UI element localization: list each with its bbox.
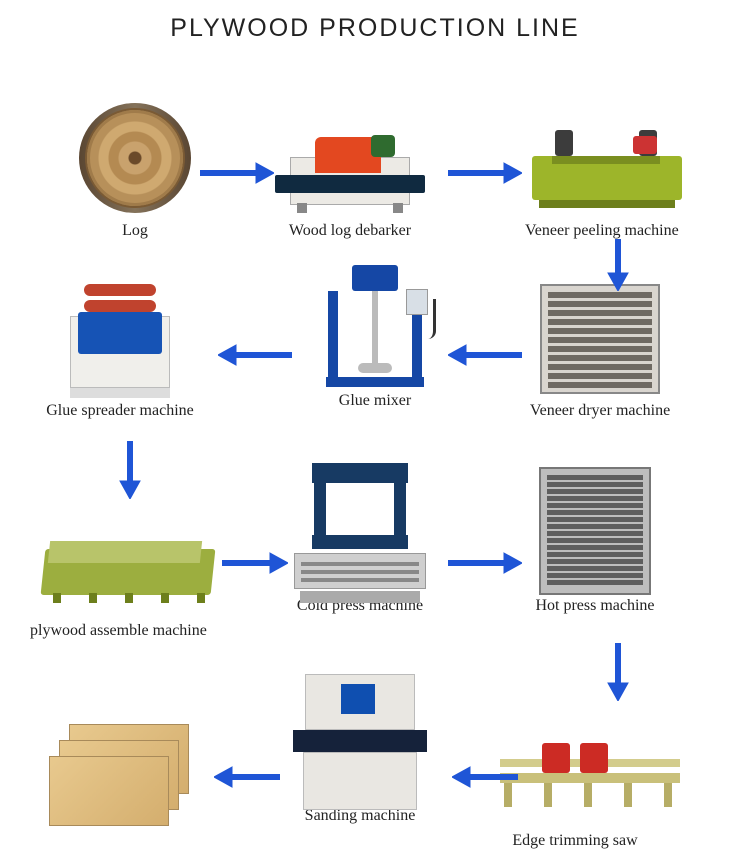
node-trim: Edge trimming saw [500, 708, 650, 850]
node-mixer: Glue mixer [300, 268, 450, 410]
trim-icon [500, 708, 650, 828]
node-hotpress: Hot press machine [520, 473, 670, 615]
assemble-icon [43, 498, 193, 618]
diagram-title: PLYWOOD PRODUCTION LINE [0, 0, 750, 43]
node-log: Log [60, 98, 210, 240]
trim-label: Edge trimming saw [512, 832, 637, 850]
node-coldpress: Cold press machine [285, 473, 435, 615]
node-sanding: Sanding machine [285, 683, 435, 825]
debarker-label: Wood log debarker [289, 222, 411, 240]
node-debarker: Wood log debarker [275, 98, 425, 240]
log-icon [60, 98, 210, 218]
assemble-label: plywood assemble machine [30, 622, 207, 640]
node-peel: Veneer peeling machine [525, 98, 679, 240]
log-label: Log [122, 222, 148, 240]
debarker-icon [275, 98, 425, 218]
hotpress-icon [520, 473, 670, 593]
peel-icon [527, 98, 677, 218]
mixer-label: Glue mixer [339, 392, 411, 410]
coldpress-icon [285, 473, 435, 593]
dryer-label: Veneer dryer machine [530, 402, 670, 420]
dryer-icon [525, 278, 675, 398]
node-dryer: Veneer dryer machine [525, 278, 675, 420]
sanding-icon [285, 683, 435, 803]
plywood-icon [45, 713, 195, 833]
spreader-label: Glue spreader machine [46, 402, 193, 420]
mixer-icon [300, 268, 450, 388]
peel-label: Veneer peeling machine [525, 222, 679, 240]
flow-canvas: Log Wood log debarker Veneer peeling machi… [0, 43, 750, 853]
node-plywood [45, 713, 195, 833]
node-assemble: plywood assemble machine [30, 498, 207, 640]
spreader-icon [45, 278, 195, 398]
node-spreader: Glue spreader machine [45, 278, 195, 420]
